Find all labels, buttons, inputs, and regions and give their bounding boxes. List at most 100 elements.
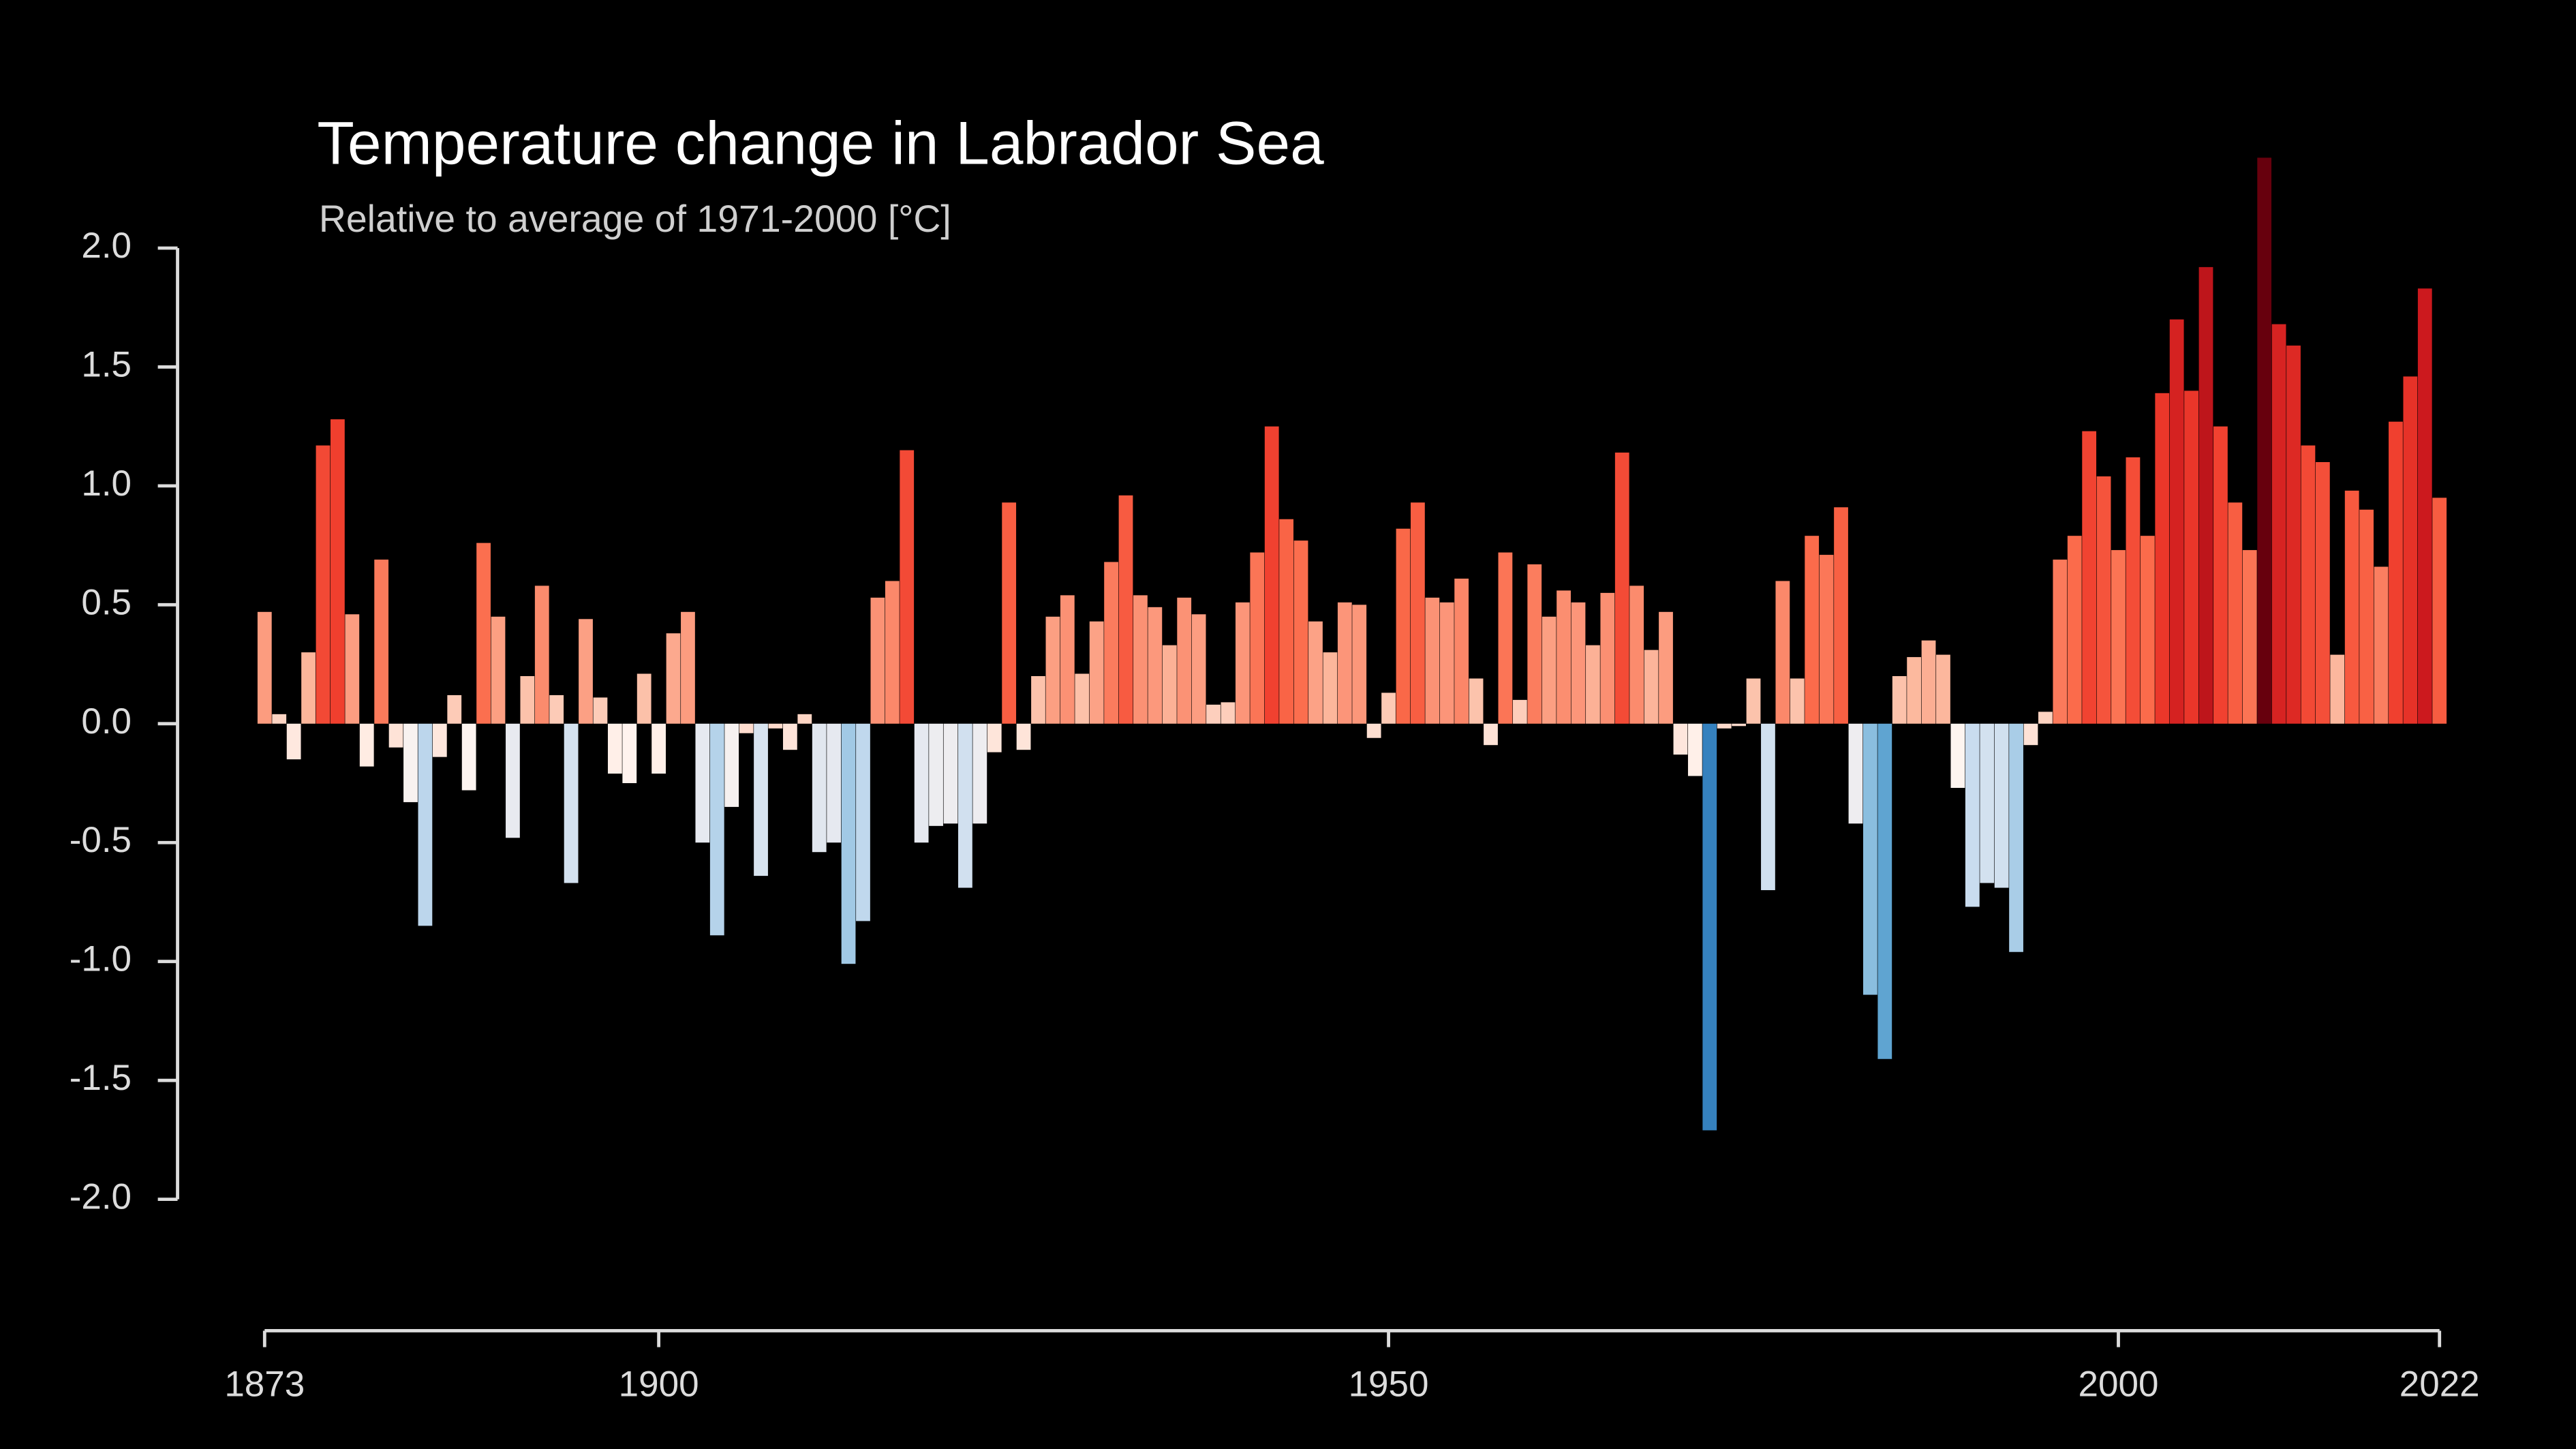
bar bbox=[2169, 319, 2184, 724]
bar bbox=[1381, 692, 1396, 724]
bar bbox=[768, 723, 783, 729]
bar bbox=[1206, 704, 1221, 724]
bar bbox=[272, 714, 287, 724]
bar bbox=[1687, 723, 1702, 776]
bar bbox=[1016, 723, 1031, 750]
bar bbox=[1819, 555, 1834, 724]
bar bbox=[1950, 723, 1965, 789]
bar bbox=[520, 676, 535, 724]
bar bbox=[943, 723, 958, 824]
bar bbox=[1191, 614, 1206, 724]
bar bbox=[506, 723, 520, 838]
bar bbox=[841, 723, 856, 964]
bar bbox=[331, 419, 345, 724]
bar bbox=[418, 723, 433, 926]
bar bbox=[1527, 564, 1542, 724]
bar bbox=[2417, 288, 2432, 724]
x-tick-label: 2000 bbox=[2079, 1364, 2159, 1404]
bar bbox=[374, 560, 389, 724]
bar bbox=[461, 723, 476, 791]
bar bbox=[1425, 597, 1440, 724]
bar bbox=[739, 723, 754, 733]
y-tick-label: -2.0 bbox=[70, 1177, 132, 1217]
bar bbox=[782, 723, 797, 750]
bar bbox=[447, 695, 462, 724]
bar bbox=[914, 723, 929, 843]
bar bbox=[1323, 652, 1338, 724]
bar bbox=[637, 673, 651, 724]
bar bbox=[870, 597, 885, 724]
bar bbox=[1060, 595, 1075, 724]
bar bbox=[403, 723, 418, 802]
bar bbox=[2126, 457, 2141, 724]
bar bbox=[1921, 640, 1936, 724]
bar bbox=[1089, 621, 1104, 724]
bar bbox=[579, 619, 593, 724]
bar bbox=[754, 723, 768, 876]
bar bbox=[1746, 678, 1761, 724]
bar bbox=[2096, 476, 2111, 724]
bar bbox=[958, 723, 972, 888]
x-tick-label: 1900 bbox=[619, 1364, 699, 1404]
y-tick-label: 1.5 bbox=[81, 344, 132, 384]
bar bbox=[2184, 391, 2198, 724]
bar bbox=[1717, 723, 1732, 729]
bar bbox=[1439, 602, 1454, 724]
bar bbox=[827, 723, 842, 843]
bar bbox=[316, 445, 331, 724]
y-tick-label: 0.5 bbox=[81, 582, 132, 622]
bar bbox=[491, 616, 506, 724]
bar bbox=[1293, 540, 1308, 724]
bar bbox=[812, 723, 827, 853]
bar bbox=[1732, 723, 1746, 727]
bar bbox=[2067, 536, 2082, 724]
bar bbox=[987, 723, 1002, 752]
bar bbox=[1250, 552, 1265, 724]
bar bbox=[1469, 678, 1484, 724]
bar bbox=[1907, 657, 1922, 724]
bar bbox=[1484, 723, 1498, 746]
x-tick-label: 2022 bbox=[2399, 1364, 2480, 1404]
bar bbox=[286, 723, 301, 760]
bar bbox=[1104, 562, 1118, 724]
bar bbox=[2082, 431, 2097, 724]
bar bbox=[1002, 502, 1017, 724]
bar bbox=[2389, 421, 2403, 724]
bar bbox=[2257, 157, 2272, 724]
bar bbox=[1045, 616, 1060, 724]
bar bbox=[1542, 616, 1557, 724]
bar bbox=[1235, 602, 1250, 724]
bar bbox=[1075, 673, 1090, 724]
bar bbox=[345, 614, 360, 724]
bar bbox=[1177, 597, 1192, 724]
bar bbox=[651, 723, 666, 774]
bar bbox=[2403, 376, 2418, 724]
x-tick-label: 1873 bbox=[224, 1364, 305, 1404]
bar bbox=[2286, 346, 2301, 724]
bar bbox=[257, 611, 272, 724]
bar bbox=[2228, 502, 2243, 724]
bar bbox=[1848, 723, 1863, 824]
bar bbox=[1366, 723, 1381, 738]
bar bbox=[2038, 712, 2053, 724]
bar bbox=[1805, 536, 1820, 724]
bar bbox=[1512, 699, 1527, 724]
bar bbox=[724, 723, 739, 807]
x-tick-label: 1950 bbox=[1349, 1364, 1429, 1404]
bar bbox=[476, 543, 491, 724]
bar bbox=[1965, 723, 1980, 907]
y-tick-label: -1.5 bbox=[70, 1058, 132, 1098]
bar bbox=[2315, 461, 2330, 724]
bar bbox=[432, 723, 447, 757]
y-tick-label: 1.0 bbox=[81, 463, 132, 504]
bar bbox=[1337, 602, 1352, 724]
bar bbox=[2213, 426, 2228, 724]
bar bbox=[1980, 723, 1995, 883]
bar bbox=[2374, 566, 2389, 724]
bar bbox=[2023, 723, 2038, 746]
bar bbox=[1571, 602, 1586, 724]
bar bbox=[1031, 676, 1045, 724]
y-tick-label: 2.0 bbox=[81, 226, 132, 266]
